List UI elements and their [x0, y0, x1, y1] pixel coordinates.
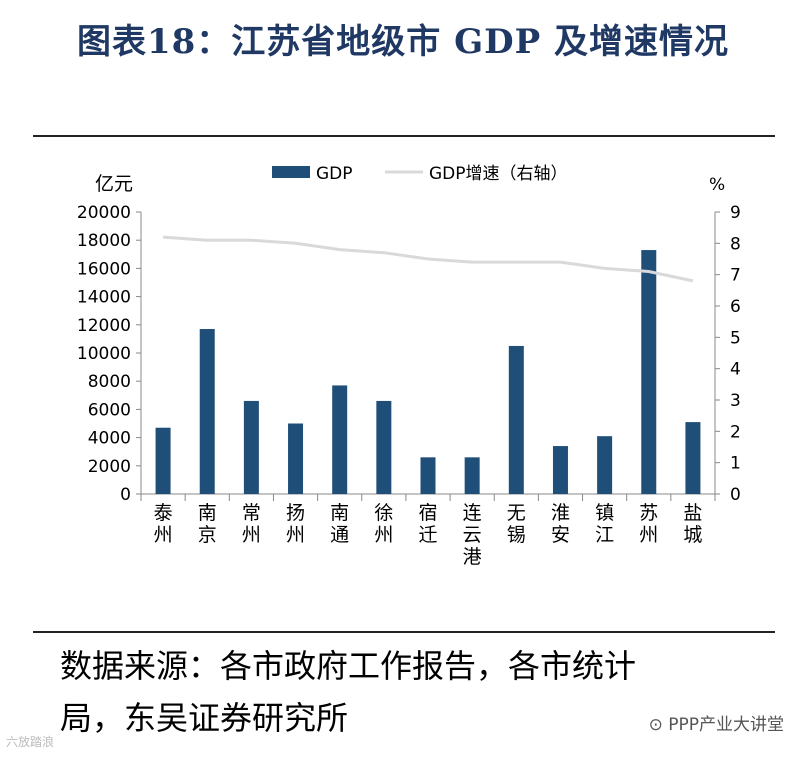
left-axis-unit: 亿元 — [95, 173, 133, 195]
gdp-bar-13 — [685, 422, 701, 494]
category-label: 泰 — [154, 502, 173, 524]
gdp-bar-10 — [552, 446, 568, 494]
gdp-bar-1 — [155, 427, 171, 494]
category-label: 苏 — [639, 502, 658, 524]
category-label: 港 — [463, 546, 482, 568]
left-tick-label: 18000 — [77, 231, 131, 251]
gdp-bar-6 — [376, 400, 392, 494]
gdp-bar-11 — [597, 436, 613, 494]
category-label: 无 — [507, 502, 526, 524]
bottom-divider — [33, 631, 775, 633]
category-label: 州 — [154, 524, 173, 546]
left-tick-label: 20000 — [77, 203, 131, 223]
right-tick-label: 4 — [730, 360, 741, 380]
legend-gdp-swatch — [272, 166, 310, 178]
right-tick-label: 9 — [730, 203, 741, 223]
left-tick-label: 2000 — [88, 457, 131, 477]
right-axis-unit: % — [709, 175, 725, 195]
category-label: 南 — [198, 502, 217, 524]
category-label: 州 — [374, 524, 393, 546]
category-label: 城 — [683, 524, 702, 546]
category-label: 扬 — [286, 502, 305, 524]
category-label: 通 — [330, 524, 349, 546]
gdp-bar-9 — [508, 345, 524, 494]
category-label: 州 — [242, 524, 261, 546]
legend-growth-label: GDP增速（右轴） — [429, 164, 568, 184]
left-tick-label: 10000 — [77, 344, 131, 364]
left-tick-label: 0 — [120, 485, 131, 505]
category-label: 常 — [242, 502, 261, 524]
category-label: 锡 — [507, 524, 526, 546]
source-line-1: 数据来源：各市政府工作报告，各市统计 — [60, 647, 637, 685]
category-label: 徐 — [374, 502, 393, 524]
right-tick-label: 8 — [730, 234, 741, 254]
category-label: 镇 — [595, 502, 614, 524]
gdp-chart: 0200040006000800010000120001400016000180… — [77, 164, 741, 568]
wechat-icon: ⊙ — [648, 715, 663, 735]
category-label: 连 — [463, 502, 482, 524]
right-tick-label: 7 — [730, 266, 741, 286]
category-label: 宿 — [418, 502, 437, 524]
gdp-bar-8 — [464, 457, 480, 494]
category-label: 京 — [198, 524, 217, 546]
source-line-2: 局，东吴证券研究所 — [60, 699, 349, 737]
category-label: 迁 — [418, 524, 437, 546]
gdp-bar-12 — [641, 250, 657, 494]
source-note: 数据来源：各市政府工作报告，各市统计 局，东吴证券研究所 — [60, 640, 780, 744]
left-tick-label: 12000 — [77, 316, 131, 336]
right-tick-label: 2 — [730, 422, 741, 442]
category-label: 安 — [551, 524, 570, 546]
category-label: 州 — [639, 524, 658, 546]
gdp-bar-5 — [332, 385, 348, 494]
chart-title: 图表18：江苏省地级市 GDP 及增速情况 — [76, 22, 730, 62]
left-tick-label: 14000 — [77, 288, 131, 308]
gdp-bar-2 — [199, 329, 215, 494]
watermark-right: ⊙ PPP产业大讲堂 — [649, 710, 784, 735]
category-label: 淮 — [551, 502, 570, 524]
left-tick-label: 16000 — [77, 259, 131, 279]
gdp-growth-line — [162, 235, 694, 283]
category-label: 南 — [330, 502, 349, 524]
watermark-right-text: PPP产业大讲堂 — [668, 715, 784, 735]
gdp-bar-3 — [243, 400, 259, 494]
top-divider — [33, 135, 775, 137]
category-label: 云 — [463, 524, 482, 546]
left-tick-label: 4000 — [88, 429, 131, 449]
category-label: 州 — [286, 524, 305, 546]
left-tick-label: 8000 — [88, 372, 131, 392]
right-tick-label: 3 — [730, 391, 741, 411]
right-tick-label: 6 — [730, 297, 741, 317]
legend-gdp-label: GDP — [316, 164, 353, 184]
gdp-bar-4 — [288, 423, 304, 494]
left-tick-label: 6000 — [88, 400, 131, 420]
gdp-bar-7 — [420, 457, 436, 494]
category-label: 盐 — [683, 502, 702, 524]
category-label: 江 — [595, 524, 614, 546]
watermark-left: 六放踏浪 — [6, 735, 55, 749]
right-tick-label: 1 — [730, 454, 741, 474]
right-tick-label: 5 — [730, 328, 741, 348]
right-tick-label: 0 — [730, 485, 741, 505]
